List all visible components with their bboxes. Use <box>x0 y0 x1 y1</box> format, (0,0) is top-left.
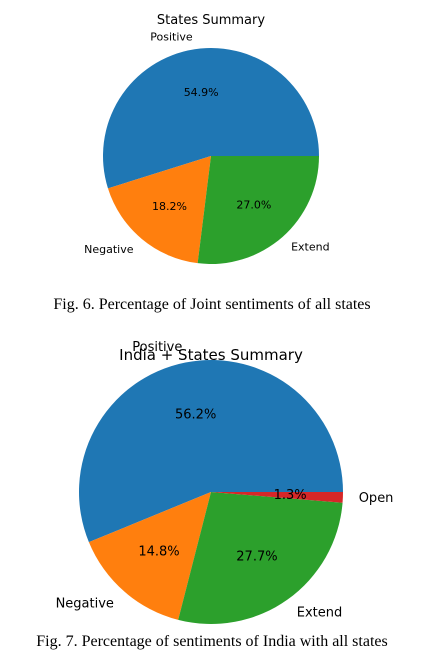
chart-title: India + States Summary <box>119 346 303 364</box>
figure-caption-7: Fig. 7. Percentage of sentiments of Indi… <box>36 633 387 650</box>
pie-slice-extend <box>197 156 319 264</box>
pie-value-label: 1.3% <box>274 488 307 503</box>
pie-category-label: Negative <box>56 597 114 612</box>
pie-value-label: 54.9% <box>184 86 219 99</box>
pie-category-label: Positive <box>132 340 182 355</box>
pie-slice-positive <box>79 360 344 543</box>
pie-category-label: Open <box>359 491 394 506</box>
pie-chart-india-states-summary: India + States Summary 56.2% 14.8% 27.7% 1.… <box>56 340 394 624</box>
pie-value-label: 27.0% <box>236 199 271 212</box>
pie-category-label: Extend <box>297 605 343 620</box>
pie-category-label: Positive <box>150 30 193 43</box>
pie-slice-negative <box>88 492 211 620</box>
pie-category-label: Extend <box>291 241 330 254</box>
pie-value-label: 18.2% <box>152 200 187 213</box>
pie-chart-states-summary: States Summary 54.9% 18.2% 27.0% Positive N… <box>84 13 330 264</box>
pie-slice-negative <box>107 156 211 264</box>
pie-value-label: 27.7% <box>236 550 277 565</box>
pie-slice-open <box>211 492 343 503</box>
pie-slice-positive <box>102 47 319 189</box>
pie-category-label: Negative <box>84 243 134 256</box>
pie-slice-extend <box>178 492 343 624</box>
figure-caption-6: Fig. 6. Percentage of Joint sentiments o… <box>53 296 370 313</box>
pie-value-label: 14.8% <box>138 545 179 560</box>
pie-value-label: 56.2% <box>175 407 216 422</box>
chart-title: States Summary <box>157 13 265 28</box>
